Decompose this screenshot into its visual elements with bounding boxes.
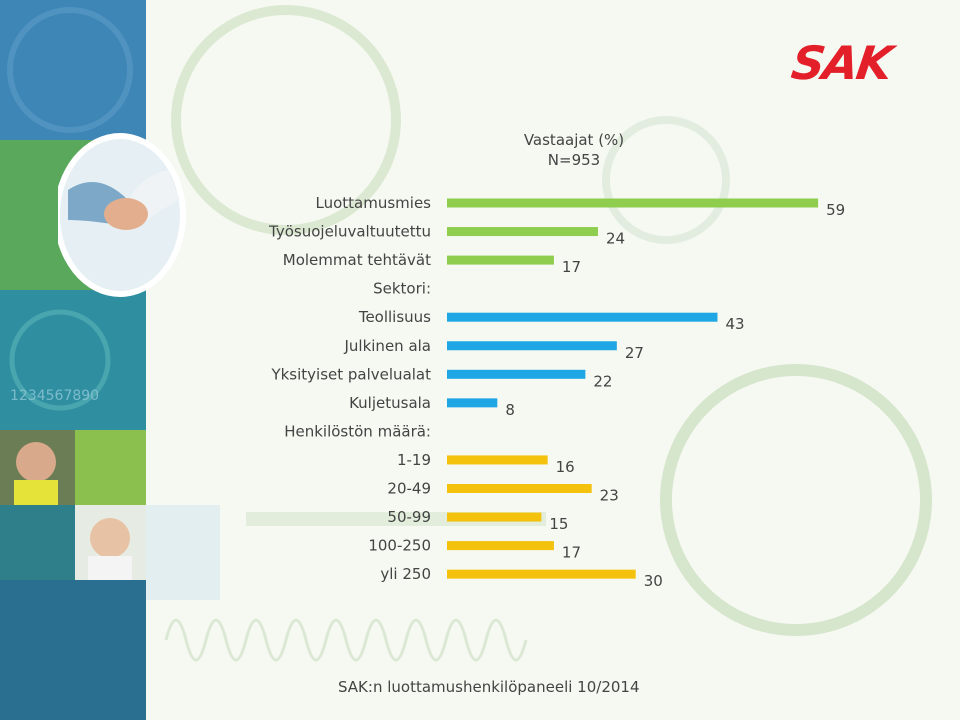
category-label: Työsuojeluvaltuutettu	[268, 223, 431, 241]
category-label: Julkinen ala	[343, 337, 431, 355]
data-label: 8	[505, 401, 515, 419]
data-label: 59	[826, 201, 845, 219]
source-footer: SAK:n luottamushenkilöpaneeli 10/2014	[338, 678, 640, 696]
bar	[447, 227, 598, 237]
group-heading-label: Sektori:	[373, 280, 431, 298]
handshake-photo	[58, 133, 186, 297]
bar	[447, 341, 617, 351]
chart-subtitle: N=953	[547, 151, 601, 169]
data-label: 22	[593, 372, 612, 390]
data-label: 16	[556, 458, 575, 476]
category-label: 1-19	[397, 451, 431, 469]
data-label: 43	[725, 315, 744, 333]
bar	[447, 455, 548, 465]
bar	[447, 398, 498, 408]
bar	[447, 541, 554, 551]
svg-text:1234567890: 1234567890	[10, 388, 99, 404]
category-label: 50-99	[387, 508, 431, 526]
data-label: 17	[562, 258, 581, 276]
chart-header: Vastaajat (%) N=953	[474, 130, 674, 170]
category-label: 100-250	[368, 537, 431, 555]
category-label: Kuljetusala	[349, 394, 431, 412]
background-pattern	[146, 5, 932, 662]
data-label: 27	[625, 344, 644, 362]
category-label: yli 250	[380, 565, 431, 583]
bar	[447, 569, 636, 579]
category-label: Luottamusmies	[316, 194, 432, 212]
data-label: 15	[549, 515, 568, 533]
chart-title: Vastaajat (%)	[523, 131, 625, 149]
category-label: Molemmat tehtävät	[283, 251, 431, 269]
bar	[447, 312, 718, 322]
category-label: Yksityiset palvelualat	[270, 365, 431, 383]
data-label: 17	[562, 544, 581, 562]
category-label: Teollisuus	[358, 308, 431, 326]
group-heading-label: Henkilöstön määrä:	[284, 422, 431, 440]
data-label: 24	[606, 230, 625, 248]
decorative-photo-strip: 1234567890	[0, 0, 146, 720]
bar	[447, 198, 819, 208]
bar	[447, 512, 542, 522]
category-label: 20-49	[387, 480, 431, 498]
data-label: 30	[644, 572, 663, 590]
bar	[447, 369, 586, 379]
bar	[447, 484, 592, 493]
data-label: 23	[600, 487, 619, 505]
bar	[447, 255, 554, 265]
